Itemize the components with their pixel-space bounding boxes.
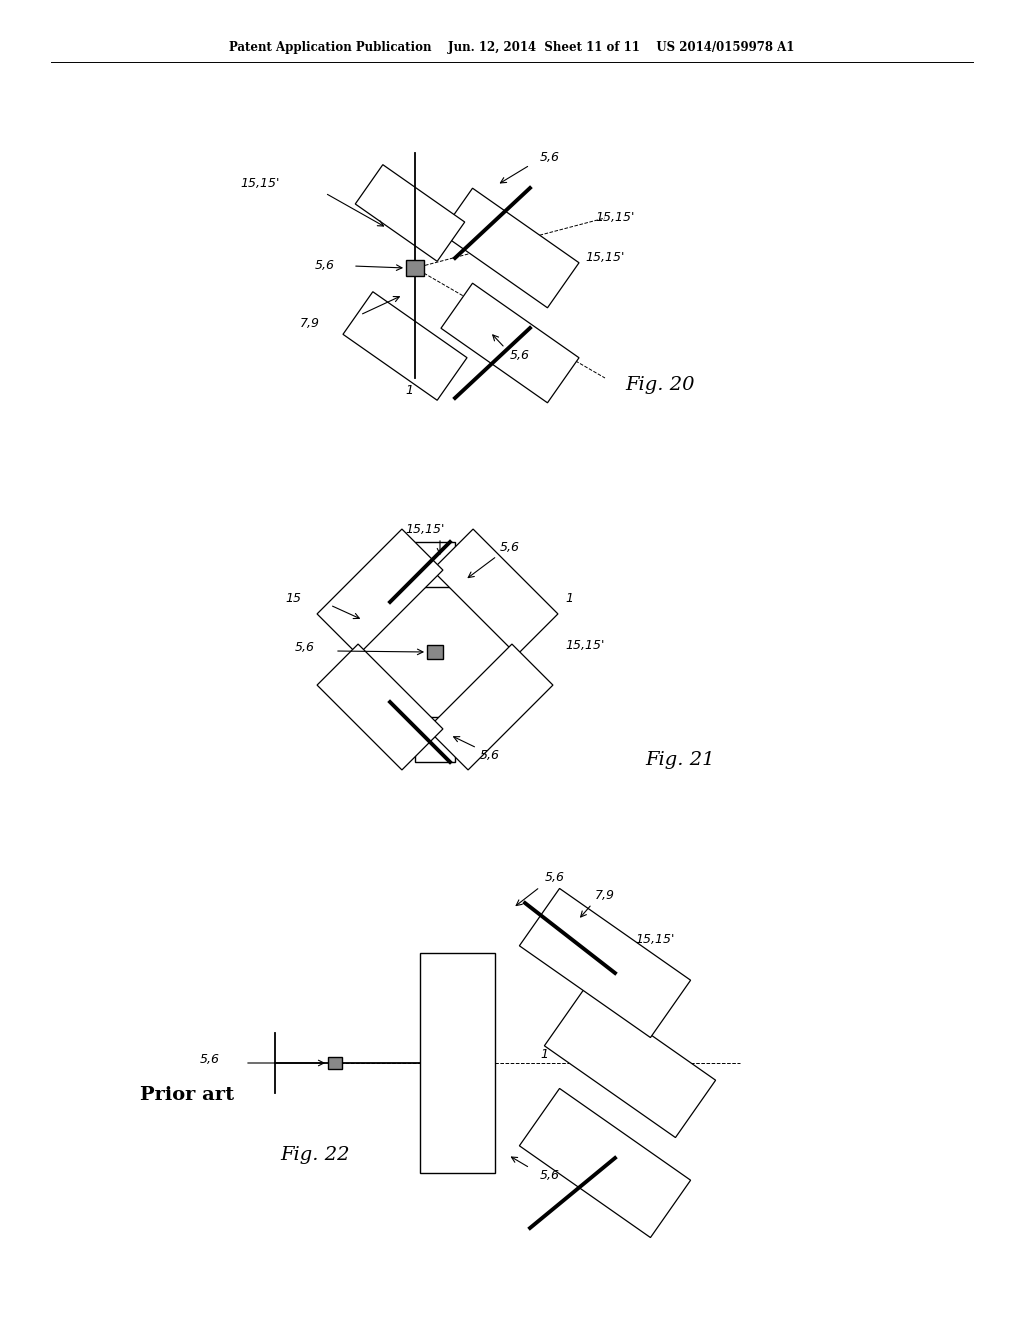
Text: 1: 1	[406, 384, 413, 396]
Text: 5,6: 5,6	[510, 348, 530, 362]
Text: Fig. 22: Fig. 22	[280, 1146, 349, 1164]
Polygon shape	[355, 165, 465, 261]
Text: 15,15': 15,15'	[595, 211, 635, 224]
Polygon shape	[545, 989, 716, 1138]
Text: 5,6: 5,6	[315, 259, 335, 272]
Polygon shape	[415, 543, 455, 587]
Polygon shape	[432, 529, 558, 655]
Polygon shape	[415, 717, 455, 762]
Text: 5,6: 5,6	[200, 1053, 220, 1067]
Text: 15,15': 15,15'	[565, 639, 604, 652]
Text: 15,15': 15,15'	[406, 524, 444, 536]
Text: Fig. 20: Fig. 20	[625, 376, 694, 393]
Polygon shape	[406, 260, 424, 276]
Polygon shape	[519, 1089, 690, 1238]
Text: 5,6: 5,6	[540, 152, 560, 165]
Text: 5,6: 5,6	[295, 642, 315, 655]
Text: Prior art: Prior art	[140, 1086, 234, 1104]
Text: 5,6: 5,6	[540, 1168, 560, 1181]
Polygon shape	[441, 284, 579, 403]
Text: 15,15': 15,15'	[585, 252, 625, 264]
Text: 5,6: 5,6	[500, 541, 520, 554]
Text: 5,6: 5,6	[545, 871, 565, 884]
Text: 7,9: 7,9	[300, 317, 319, 330]
Polygon shape	[427, 645, 443, 659]
Text: 1: 1	[540, 1048, 548, 1061]
Polygon shape	[519, 888, 690, 1038]
Polygon shape	[427, 644, 553, 770]
Polygon shape	[420, 953, 495, 1173]
Polygon shape	[317, 644, 443, 770]
Text: 1: 1	[565, 591, 573, 605]
Text: 15,15': 15,15'	[240, 177, 280, 190]
Polygon shape	[328, 1057, 342, 1069]
Text: 5,6: 5,6	[480, 748, 500, 762]
Polygon shape	[343, 292, 467, 400]
Polygon shape	[441, 189, 579, 308]
Text: 7,9: 7,9	[595, 888, 615, 902]
Text: Patent Application Publication    Jun. 12, 2014  Sheet 11 of 11    US 2014/01599: Patent Application Publication Jun. 12, …	[229, 41, 795, 54]
Text: 15,15': 15,15'	[635, 933, 675, 946]
Polygon shape	[317, 529, 443, 655]
Text: 15: 15	[285, 591, 301, 605]
Text: Fig. 21: Fig. 21	[645, 751, 715, 770]
